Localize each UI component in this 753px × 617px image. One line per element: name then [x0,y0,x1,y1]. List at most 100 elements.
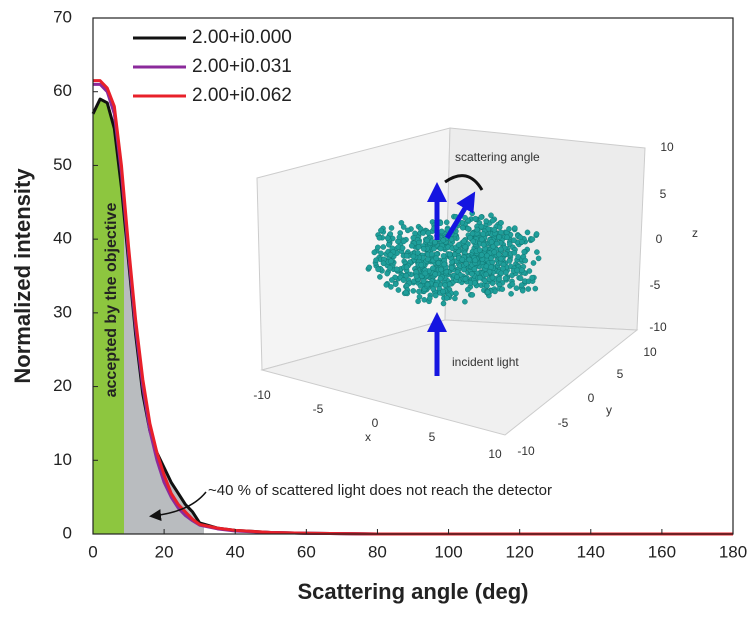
particle [433,282,439,288]
inset-tick-label: 10 [643,345,657,359]
particle [410,253,417,260]
particle [404,227,411,234]
particle [380,260,387,267]
particle [508,290,514,297]
particle [464,286,471,293]
particle [476,247,483,253]
particle [498,220,504,226]
particle [510,237,517,243]
particle [498,270,505,277]
inset-tick-label: 0 [588,391,595,405]
inset-tick-label: -10 [649,320,667,334]
particle [415,298,421,305]
particle [461,266,467,273]
x-tick-label: 120 [505,542,533,561]
particle [441,261,448,268]
particle [414,249,421,256]
angle-arc [444,174,484,191]
particle [388,277,395,283]
particle [504,234,510,241]
particle [416,288,422,295]
particle [519,287,526,294]
particle-cloud [365,210,542,307]
inset-tick-label: 0 [372,416,379,430]
x-tick-label: 140 [577,542,605,561]
particle [534,249,540,255]
particle [511,249,518,256]
particle [469,230,476,237]
x-tick-label: 80 [368,542,387,561]
y-tick-label: 20 [53,376,72,395]
annotation: accepted by the objective [103,203,120,398]
particle [535,255,542,262]
particle [512,225,518,231]
inset-tick-label: 0 [656,232,663,246]
particle [496,276,502,282]
inset-tick-label: -5 [558,416,569,430]
x-tick-label: 100 [434,542,462,561]
particle [462,276,469,282]
particle [519,238,525,245]
particle [440,288,446,295]
y-axis-title: Normalized intensity [10,168,35,384]
particle [529,236,536,242]
particle [489,274,496,281]
particle [387,231,394,237]
particle [378,227,384,234]
particle [415,244,422,250]
inset-axis-label: y [606,403,612,417]
particle [498,229,504,236]
inset-tick-label: 5 [617,367,624,381]
particle [452,295,458,302]
particle [408,242,415,249]
particle [478,214,485,220]
particle [478,236,485,243]
particle [513,285,520,292]
particle [463,260,470,267]
y-tick-label: 60 [53,81,72,100]
inset-tick-label: 5 [660,187,667,201]
particle [483,218,490,224]
particle [400,238,407,245]
particle [525,286,532,292]
inset-annotation: scattering angle [455,150,540,164]
particle [440,253,447,259]
particle [383,282,390,288]
particle [418,261,425,268]
particle [483,271,490,278]
particle [413,273,420,280]
inset-tick-label: 10 [660,140,674,154]
particle [446,281,453,288]
particle [380,244,387,250]
annotation-arrow [149,491,207,522]
particle [431,245,437,252]
particle [488,255,494,262]
particle [378,250,384,257]
particle [454,274,460,280]
particle [393,266,400,273]
particle [476,274,483,281]
particle [506,226,512,232]
particle [424,237,430,244]
particle [466,256,473,263]
y-tick-label: 10 [53,450,72,469]
particle [420,246,427,252]
particle [529,274,535,281]
particle [471,280,478,286]
particle [502,251,509,257]
particle [465,225,471,232]
particle [387,251,394,258]
x-tick-label: 60 [297,542,316,561]
particle [469,292,476,298]
particle [502,275,509,282]
lost-area [124,214,204,534]
particle [392,281,399,288]
particle [377,274,383,280]
x-tick-label: 160 [648,542,676,561]
annotation: ~40 % of scattered light does not reach … [208,482,552,499]
particle [496,251,502,258]
particle [472,257,479,264]
particle [375,266,381,273]
particle [491,226,498,233]
particle [443,295,450,301]
